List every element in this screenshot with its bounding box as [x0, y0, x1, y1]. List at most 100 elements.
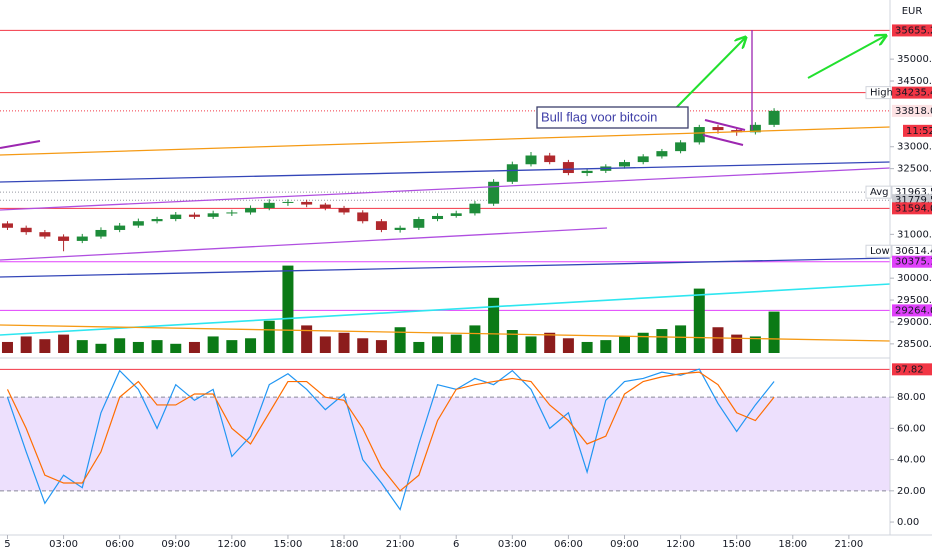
- overlay: 35000.00 34500.00 33000.00 32500.00 31000.00…: [4, 24, 932, 550]
- candle-body: [132, 221, 144, 226]
- price-tag-bg: [892, 202, 932, 215]
- price-tag: 31594.02: [895, 203, 932, 214]
- currency: EUR: [902, 6, 923, 17]
- y-tick-label: 20.00: [897, 486, 926, 497]
- x-tick-label: 03:00: [49, 539, 78, 550]
- price-tag-bg: [892, 363, 932, 376]
- trend-line: [0, 126, 891, 156]
- candle-body: [562, 162, 574, 174]
- volume-bar: [413, 341, 425, 353]
- price-tag-bg: [892, 86, 932, 99]
- trend-line: [0, 227, 608, 261]
- countdown: 11:52: [906, 126, 932, 137]
- x-tick-label: 06:00: [554, 539, 583, 550]
- candle-body: [375, 221, 387, 230]
- candle-body: [188, 214, 200, 217]
- volume-bar: [338, 332, 350, 353]
- x-tick-label: 09:00: [161, 539, 190, 550]
- candle-body: [226, 212, 238, 214]
- volume-bar: [188, 341, 200, 353]
- tag-name-bg: [865, 86, 892, 100]
- candle-body: [114, 225, 126, 230]
- candle-body: [712, 127, 724, 131]
- candle-body: [301, 201, 313, 205]
- price-tag: 97.82: [895, 364, 924, 375]
- volume-bar: [95, 343, 107, 353]
- volume-bar: [749, 336, 761, 353]
- volume-bar: [731, 334, 743, 353]
- candle-body: [413, 219, 425, 228]
- volume-bar: [39, 339, 51, 353]
- candle-body: [1, 223, 13, 228]
- price-tag: 29264.03: [895, 305, 932, 316]
- y-tick-label: 34500.00: [897, 76, 932, 87]
- y-tick-label: 60.00: [897, 423, 926, 434]
- candle-body: [357, 212, 369, 222]
- y-tick-label: 30000.00: [897, 273, 932, 284]
- candle-body: [749, 124, 761, 133]
- candle-body: [263, 202, 275, 209]
- band: [0, 397, 890, 491]
- candle-body: [39, 232, 51, 237]
- trend-line: [0, 283, 891, 336]
- x-tick-label: 03:00: [498, 539, 527, 550]
- volume-bar: [226, 340, 238, 353]
- y-tick-label: 29500.00: [897, 295, 932, 306]
- x-tick-label: 06:00: [105, 539, 134, 550]
- volume-bar: [375, 340, 387, 353]
- volume-bar: [637, 332, 649, 353]
- volume-bar: [357, 338, 369, 353]
- stoch-line: [6, 368, 775, 511]
- tag-name: Low: [870, 246, 890, 257]
- price-tag: 33818.04: [895, 106, 932, 117]
- x-tick-label: 15:00: [722, 539, 751, 550]
- volume-bar: [432, 336, 444, 353]
- volume-bar: [170, 343, 182, 353]
- candle-body: [656, 151, 668, 157]
- volume-bar: [768, 311, 780, 353]
- trend-line: [0, 161, 891, 183]
- price-tag: 35655.23: [895, 25, 932, 36]
- flag-line: [702, 134, 744, 146]
- arrow: [671, 38, 745, 113]
- annotation-box: [536, 106, 689, 129]
- candle-body: [488, 181, 500, 204]
- candle-body: [618, 162, 630, 167]
- price-tag: 34235.45: [895, 88, 932, 99]
- trend-line: [0, 324, 891, 342]
- volume-bar: [675, 325, 687, 353]
- candle-body: [675, 142, 687, 152]
- volume-bar: [1, 341, 13, 353]
- volume-bar: [469, 325, 481, 353]
- y-tick-label: 35000.00: [897, 54, 932, 65]
- candle-body: [58, 236, 70, 241]
- trend-line: [0, 140, 41, 149]
- candle-body: [20, 227, 32, 233]
- tag-name-bg: [865, 244, 892, 258]
- volume-bar: [76, 340, 88, 353]
- candle-body: [432, 215, 444, 220]
- volume-bar: [282, 265, 294, 353]
- x-tick-label: 5: [4, 539, 10, 550]
- volume-bar: [245, 338, 257, 353]
- stoch-line: [6, 371, 775, 492]
- x-tick-label: 6: [453, 539, 459, 550]
- volume-bar: [263, 320, 275, 353]
- volume-bar: [525, 336, 537, 353]
- x-tick-label: 21:00: [386, 539, 415, 550]
- candle-body: [581, 170, 593, 174]
- tag-name-bg: [865, 185, 892, 199]
- volume-bar: [544, 332, 556, 353]
- y-tick-label: 0.00: [897, 517, 919, 528]
- price-tag: 30614.41: [895, 246, 932, 257]
- y-tick-label: 32500.00: [897, 164, 932, 175]
- trend-line: [0, 257, 891, 278]
- y-tick-label: 28500.00: [897, 339, 932, 350]
- price-tag-bg: [892, 304, 932, 317]
- volume-bar: [712, 327, 724, 353]
- volume-bar: [656, 329, 668, 353]
- y-tick-label: 80.00: [897, 392, 926, 403]
- volume-bar: [207, 336, 219, 353]
